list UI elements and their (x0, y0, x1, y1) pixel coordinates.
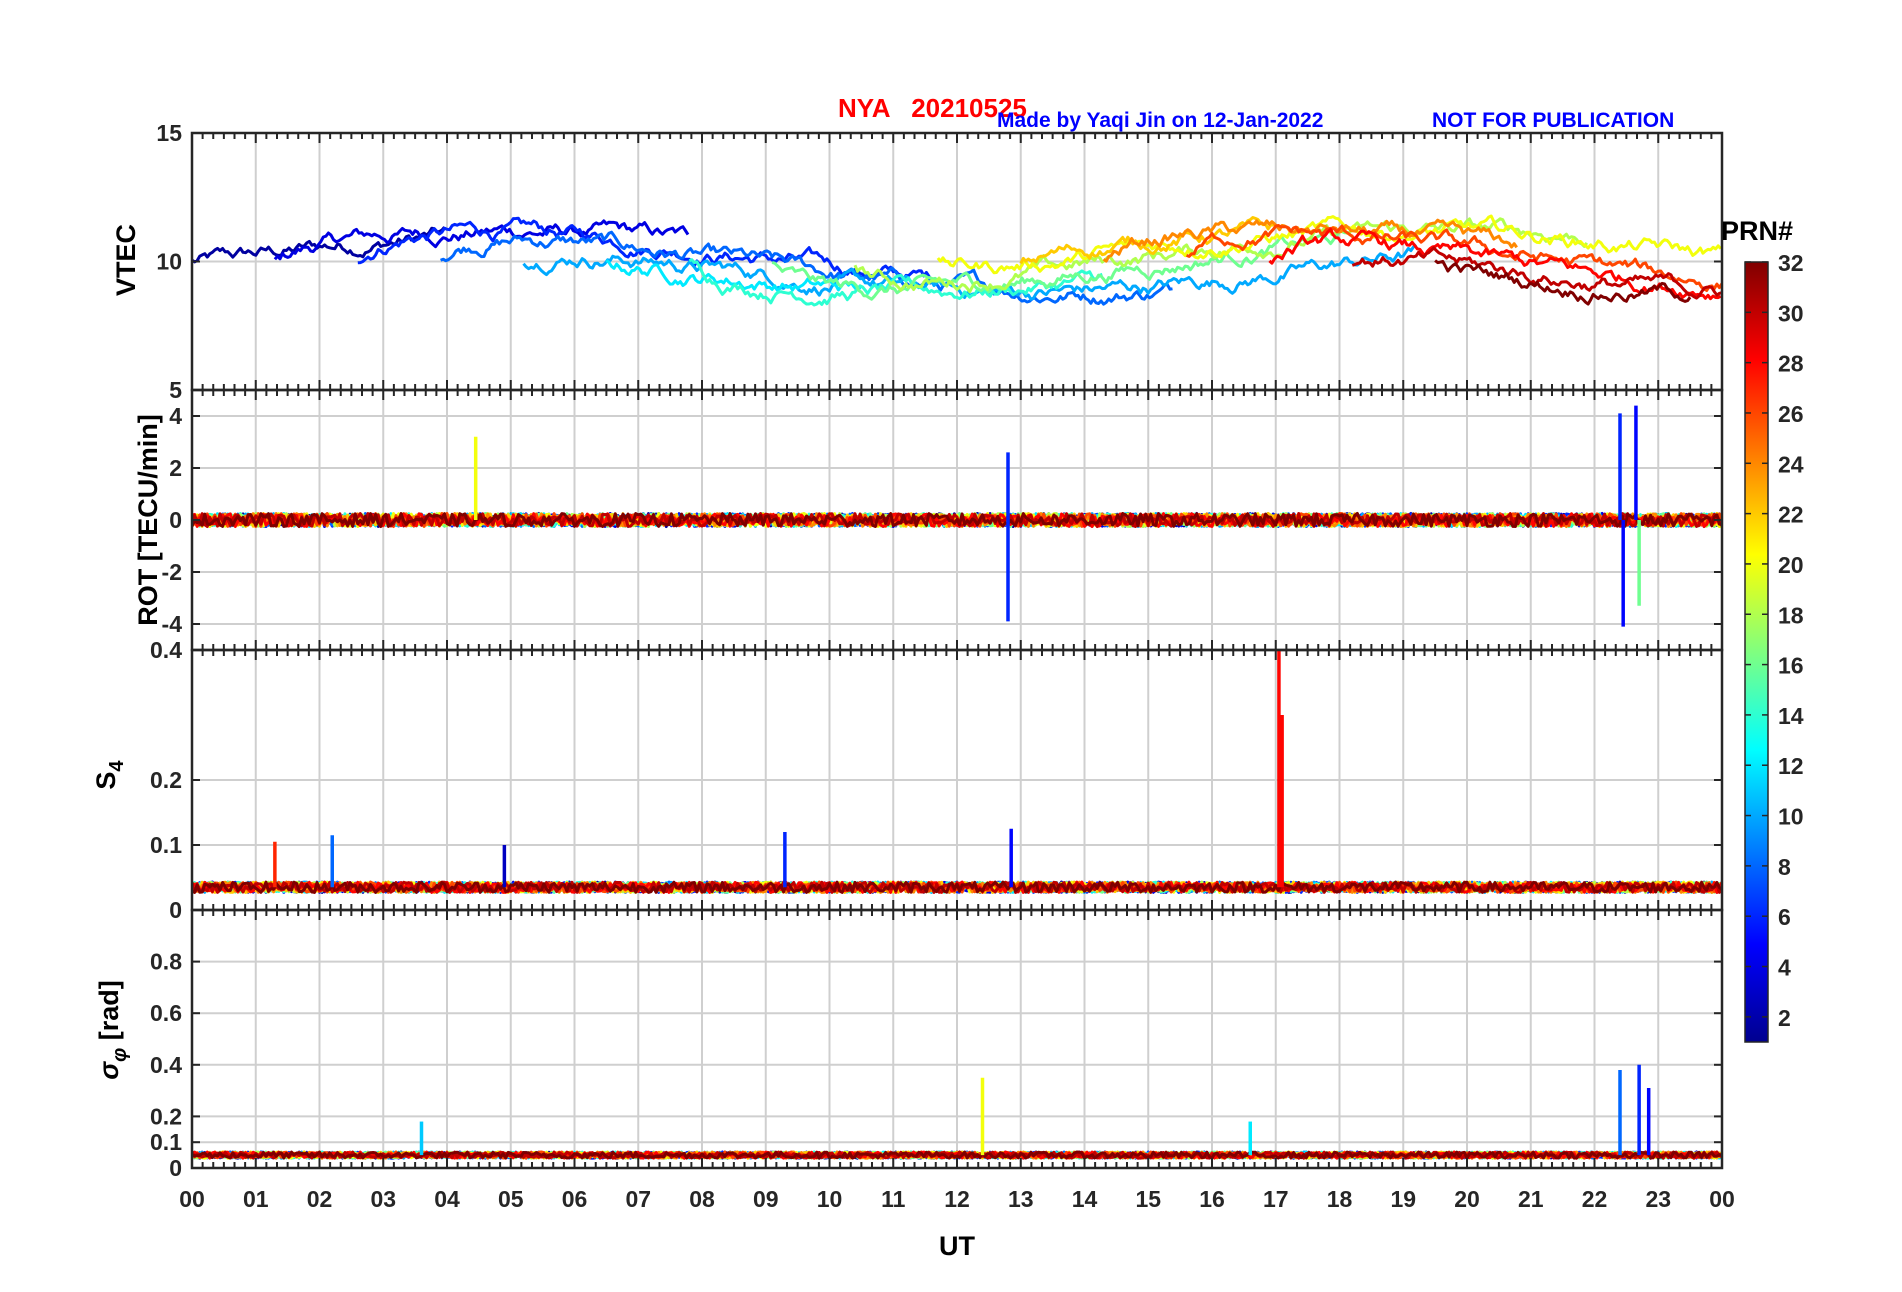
colorbar-tick-label: 12 (1778, 753, 1804, 779)
x-tick-label: 20 (1454, 1186, 1480, 1212)
x-tick-label: 12 (944, 1186, 970, 1212)
s4-ylabel: S4 (91, 760, 128, 790)
s4-ylabel-s: S (91, 772, 121, 790)
y-tick-label: 0.4 (150, 637, 182, 663)
x-tick-label: 06 (562, 1186, 588, 1212)
x-tick-label: 02 (307, 1186, 333, 1212)
colorbar-label: PRN# (1721, 216, 1793, 246)
colorbar-tick-label: 10 (1778, 804, 1804, 830)
y-tick-label: 0 (169, 897, 182, 923)
series-prn-32 (1434, 259, 1692, 306)
colorbar-tick-label: 26 (1778, 401, 1804, 427)
x-tick-label: 10 (817, 1186, 843, 1212)
colorbar-tick-label: 24 (1778, 451, 1804, 477)
sigma-ylabel-sub: φ (109, 1048, 131, 1062)
x-tick-label: 04 (434, 1186, 460, 1212)
colorbar-tick-label: 20 (1778, 552, 1804, 578)
colorbar-tick-label: 14 (1778, 703, 1804, 729)
x-tick-label: 00 (179, 1186, 205, 1212)
x-tick-label: 23 (1645, 1186, 1671, 1212)
x-tick-label: 03 (370, 1186, 396, 1212)
series-prn-32 (192, 880, 1722, 894)
colorbar-tick-label: 28 (1778, 351, 1804, 377)
sigma-ylabel-sym: σ (94, 1061, 124, 1080)
series-prn-28 (1268, 227, 1722, 301)
x-tick-label: 08 (689, 1186, 715, 1212)
colorbar-tick-label: 16 (1778, 653, 1804, 679)
x-tick-label: 05 (498, 1186, 524, 1212)
x-tick-label: 17 (1263, 1186, 1289, 1212)
y-tick-label: 15 (156, 120, 182, 146)
colorbar-tick-label: 8 (1778, 854, 1791, 880)
colorbar-tick-label: 2 (1778, 1005, 1791, 1031)
y-tick-label: 0 (169, 507, 182, 533)
x-tick-label: 01 (243, 1186, 269, 1212)
sigma-ylabel-unit: [rad] (94, 980, 124, 1048)
y-tick-label: 0.2 (150, 1103, 182, 1129)
y-tick-label: 10 (156, 249, 182, 275)
y-tick-label: 0.6 (150, 1000, 182, 1026)
y-tick-label: 0.8 (150, 949, 182, 975)
y-tick-label: 0.2 (150, 767, 182, 793)
x-tick-label: 16 (1199, 1186, 1225, 1212)
series-prn-32 (192, 512, 1722, 528)
x-tick-label: 07 (625, 1186, 651, 1212)
y-tick-label: -4 (162, 611, 183, 637)
series-prn-4 (273, 219, 690, 261)
s4-panel: 0 0.1 0.2 0.4 (150, 637, 1724, 923)
sigma-ylabel: σφ [rad] (94, 980, 131, 1080)
colorbar-tick-label: 6 (1778, 904, 1791, 930)
rot-panel: -4 -2 0 2 4 (162, 388, 1724, 652)
series-prn-18 (853, 217, 1589, 294)
y-tick-label: 4 (169, 403, 182, 429)
notice-text: NOT FOR PUBLICATION (1432, 109, 1674, 132)
colorbar-tick-label: 30 (1778, 300, 1804, 326)
x-tick-label: 14 (1072, 1186, 1098, 1212)
x-tick-label: 00 (1709, 1186, 1735, 1212)
x-tick-label: 11 (881, 1186, 906, 1212)
credit-text: Made by Yaqi Jin on 12-Jan-2022 (997, 109, 1323, 132)
x-tick-labels: 00 01 02 03 04 05 06 07 08 09 10 11 12 13 14 15 16 17 18 19… (179, 1186, 1735, 1212)
x-tick-label: 18 (1327, 1186, 1353, 1212)
colorbar-tick-label: 4 (1778, 955, 1791, 981)
series-prn-8 (440, 230, 1173, 306)
series-prn-16 (771, 228, 1347, 301)
y-tick-label: 0 (169, 1155, 182, 1181)
y-tick-label: -2 (162, 559, 182, 585)
x-axis-label: UT (939, 1231, 975, 1261)
y-tick-label: 2 (169, 455, 182, 481)
colorbar (1744, 261, 1769, 1043)
series-prn-14 (688, 258, 1103, 307)
y-tick-label: 5 (169, 377, 182, 403)
s4-ylabel-sub: 4 (106, 760, 128, 772)
colorbar-tick-label: 18 (1778, 602, 1804, 628)
x-tick-label: 15 (1135, 1186, 1161, 1212)
y-tick-label: 0.1 (150, 1129, 182, 1155)
x-tick-label: 09 (753, 1186, 779, 1212)
vtec-panel: 5 10 15 (156, 120, 1724, 403)
sigma-phi-panel: 00.10.2 0.4 0.6 0.8 (150, 908, 1724, 1181)
rot-ylabel: ROT [TECU/min] (133, 414, 163, 625)
x-tick-label: 21 (1518, 1186, 1544, 1212)
x-tick-label: 22 (1582, 1186, 1608, 1212)
series-prn-20 (936, 214, 1722, 275)
y-tick-label: 0.4 (150, 1052, 182, 1078)
chart-title: NYA 20210525 (838, 93, 1027, 123)
y-tick-label: 0.1 (150, 832, 182, 858)
vtec-ylabel: VTEC (111, 224, 141, 296)
colorbar-tick-label: 22 (1778, 502, 1804, 528)
x-tick-label: 13 (1008, 1186, 1034, 1212)
colorbar-tick-label: 32 (1778, 250, 1804, 276)
series-prn-26 (1185, 224, 1722, 292)
x-tick-label: 19 (1390, 1186, 1416, 1212)
